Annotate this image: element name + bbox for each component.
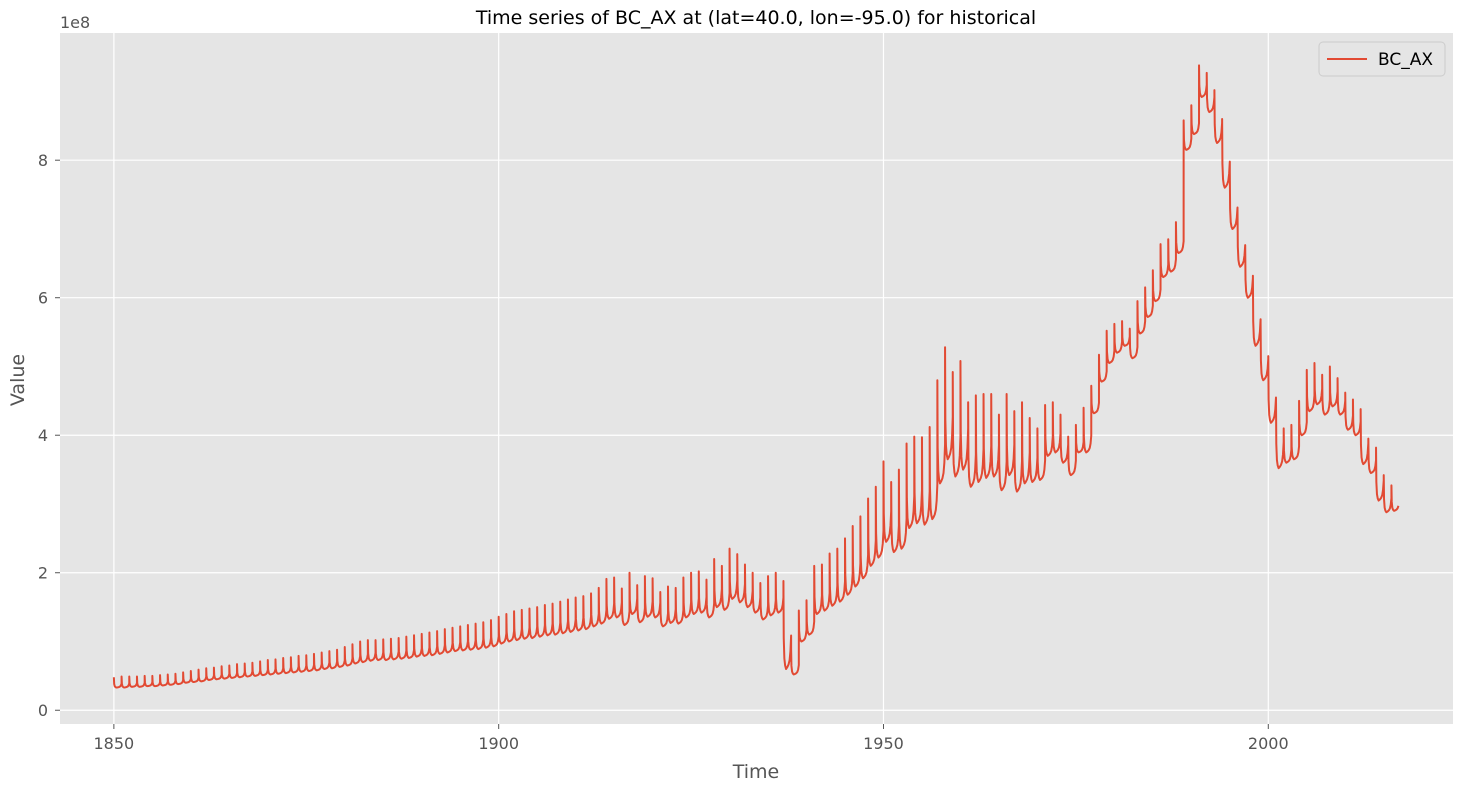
series-line-bc-ax [112,64,1400,689]
legend-label: BC_AX [1378,50,1433,70]
legend: BC_AX [1318,41,1446,77]
x-tick-label: 1950 [863,734,904,753]
y-tick-label: 8 [38,151,48,170]
y-tick-label: 0 [38,701,48,720]
x-tick-label: 1850 [94,734,135,753]
y-offset-label: 1e8 [60,13,90,32]
y-tick-label: 4 [38,426,48,445]
gridlines [60,33,1453,724]
plot-area-background [60,33,1453,724]
y-axis-label: Value [7,354,29,406]
legend-box [1318,41,1446,77]
x-tick-label: 1900 [478,734,519,753]
y-tick-label: 2 [38,564,48,583]
series-layer [112,64,1400,689]
y-tick-label: 6 [38,289,48,308]
x-axis-label: Time [732,761,780,783]
axes: 1e8 1850 1900 1950 2000 0 2 4 6 8 [38,13,1289,753]
x-tick-label: 2000 [1248,734,1289,753]
chart-title: Time series of BC_AX at (lat=40.0, lon=-… [475,7,1036,29]
